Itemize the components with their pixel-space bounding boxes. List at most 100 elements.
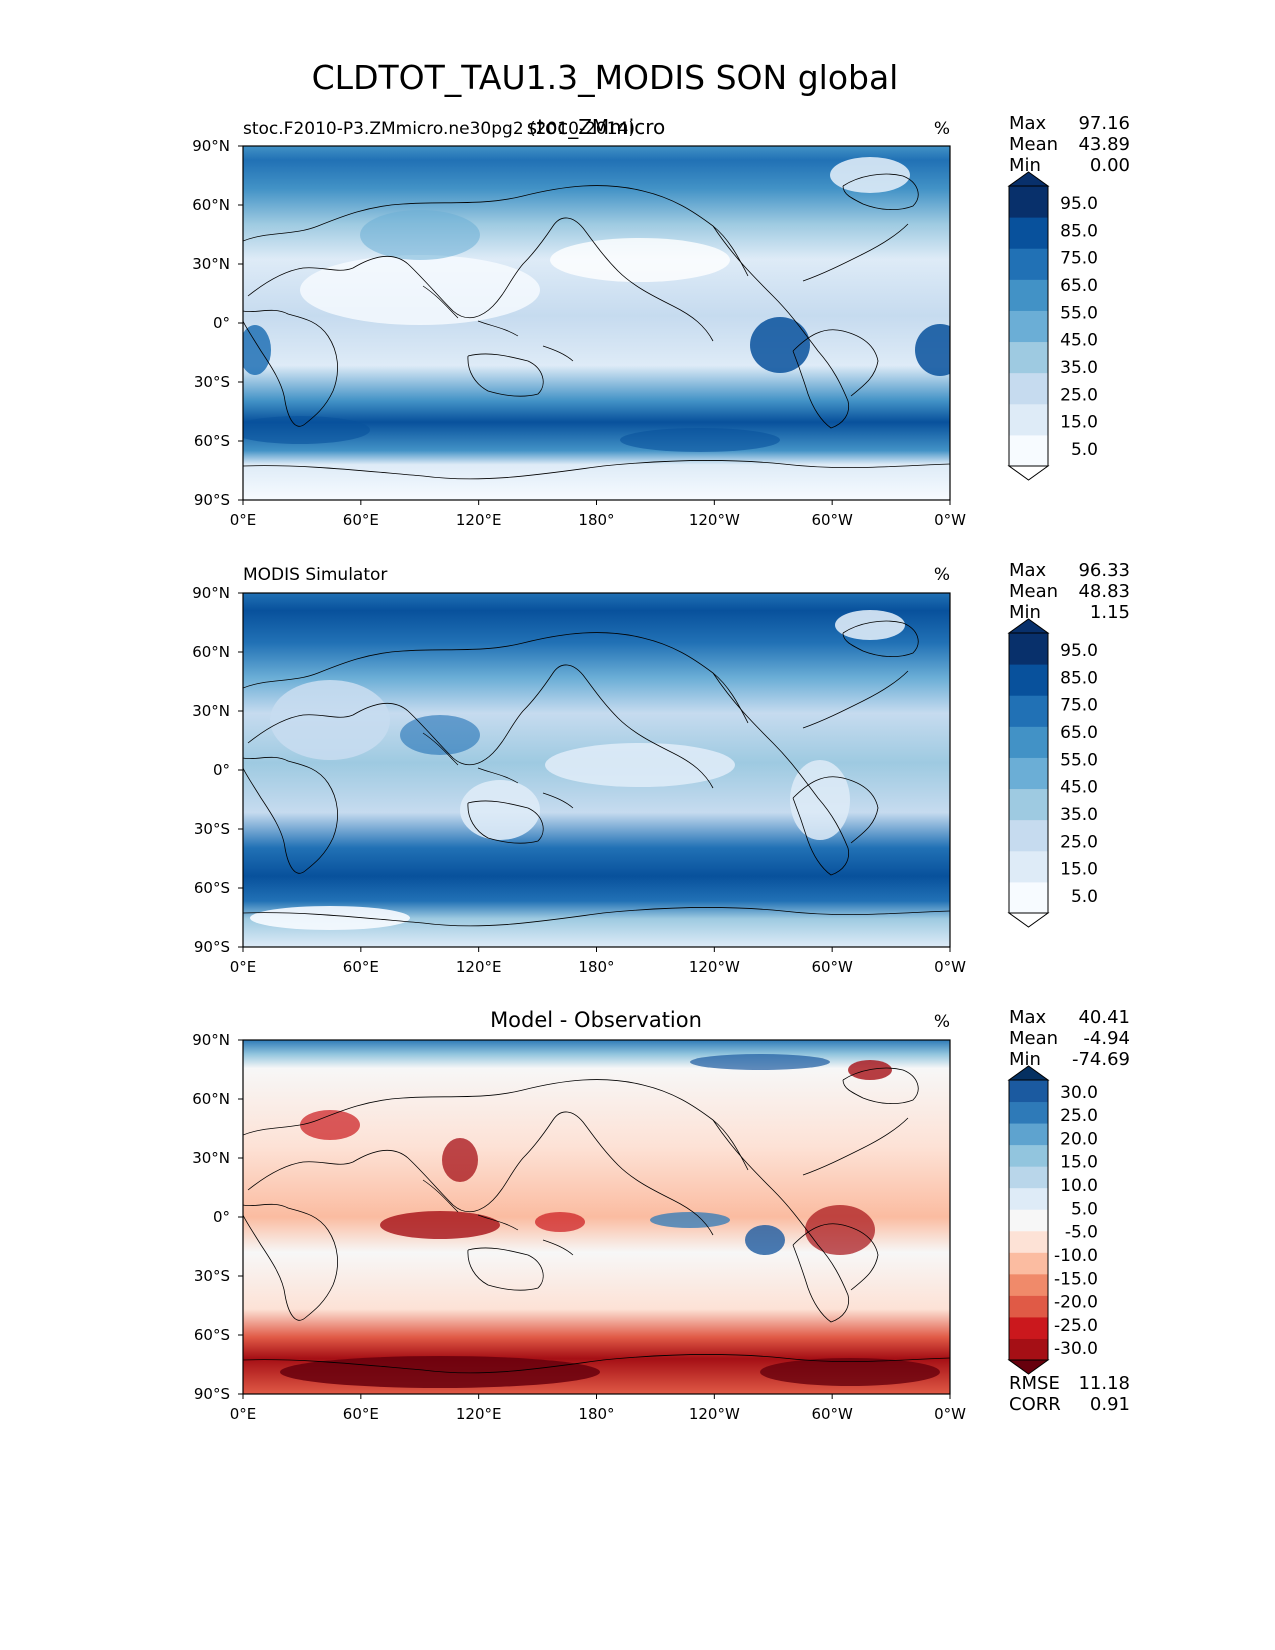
stat-value: 1.15 <box>1090 602 1130 623</box>
stat-value: 97.16 <box>1078 113 1130 134</box>
x-tick-label: 60°W <box>811 958 853 976</box>
colorbar-segment <box>1009 1316 1048 1339</box>
colorbar-segment <box>1009 279 1048 311</box>
colorbar-segment <box>1009 1295 1048 1318</box>
y-tick-label: 60°S <box>194 879 230 897</box>
stat-label: Max <box>1009 113 1047 134</box>
colorbar-segment <box>1009 341 1048 374</box>
y-tick-label: 0° <box>213 761 230 779</box>
colorbar-segment <box>1009 217 1048 249</box>
y-tick-label: 60°N <box>192 1090 230 1108</box>
y-tick-label: 30°N <box>192 1149 230 1167</box>
colorbar-tick-label: 5.0 <box>1071 887 1098 907</box>
stat-label: Min <box>1009 1049 1041 1070</box>
y-tick-label: 0° <box>213 1208 230 1226</box>
colorbar-tick-label: 95.0 <box>1060 641 1098 661</box>
y-tick-label: 30°N <box>192 702 230 720</box>
panel-model: stoc.F2010-P3.ZMmicro.ne30pg2 (2010-2014… <box>242 115 951 501</box>
colorbar-tick-label: 10.0 <box>1060 1176 1098 1196</box>
panel-3-units: % <box>934 1012 950 1032</box>
colorbar-segment <box>1009 1338 1048 1361</box>
y-tick-label: 60°N <box>192 643 230 661</box>
stat-label: Min <box>1009 602 1041 623</box>
y-tick-label: 30°N <box>192 255 230 273</box>
y-tick-label: 60°S <box>194 432 230 450</box>
colorbar-segment <box>1009 788 1048 821</box>
x-tick-label: 60°W <box>811 1405 853 1423</box>
panel-1-left-title: stoc.F2010-P3.ZMmicro.ne30pg2 (2010-2014… <box>243 119 635 139</box>
colorbar-tick-label: 5.0 <box>1071 1199 1098 1219</box>
colorbar-segment <box>1009 1252 1048 1275</box>
x-tick-label: 0°W <box>934 511 966 529</box>
axes-and-colorbars: 0°E 60°E 120°E 180° 120°W 60°W 0°W 90°N 60°N 30°N… <box>192 113 1130 1423</box>
panel-obs: MODIS Simulator % <box>242 565 951 948</box>
x-tick-label: 120°E <box>456 958 502 976</box>
extra-stat-value: 0.91 <box>1090 1394 1130 1415</box>
colorbar-segment <box>1009 1123 1048 1146</box>
colorbar-tick-label: 45.0 <box>1060 778 1098 798</box>
stat-label: Mean <box>1009 134 1058 155</box>
colorbar-tick-label: 95.0 <box>1060 194 1098 214</box>
x-tick-label: 120°W <box>689 958 740 976</box>
extra-stat-value: 11.18 <box>1078 1373 1130 1394</box>
x-tick-label: 60°E <box>343 958 379 976</box>
stat-value: 0.00 <box>1090 155 1130 176</box>
colorbar-segment <box>1009 1166 1048 1189</box>
colorbar-tick-label: 75.0 <box>1060 696 1098 716</box>
stat-label: Min <box>1009 155 1041 176</box>
x-tick-label: 180° <box>578 958 614 976</box>
colorbar-frame <box>1008 1079 1049 1361</box>
colorbar-tick-label: -10.0 <box>1054 1246 1098 1266</box>
y-tick-label: 30°S <box>194 820 230 838</box>
colorbar-segment <box>1009 248 1048 280</box>
colorbar-tick-label: 85.0 <box>1060 221 1098 241</box>
colorbar-segment <box>1009 819 1048 852</box>
stat-value: 40.41 <box>1078 1007 1130 1028</box>
stat-label: Mean <box>1009 581 1058 602</box>
y-tick-label: 90°S <box>194 1385 230 1403</box>
y-tick-label: 90°N <box>192 584 230 602</box>
colorbar-segment <box>1009 757 1048 790</box>
colorbar-segment <box>1009 1187 1048 1210</box>
colorbar-frame <box>1008 632 1049 914</box>
colorbar-tick-label: -25.0 <box>1054 1316 1098 1336</box>
colorbar-tick-label: 55.0 <box>1060 750 1098 770</box>
y-tick-label: 30°S <box>194 373 230 391</box>
colorbar-tick-label: 25.0 <box>1060 832 1098 852</box>
colorbar-segment <box>1009 1273 1048 1296</box>
colorbar-segment <box>1009 726 1048 758</box>
colorbar-segment <box>1009 1080 1048 1103</box>
colorbar-under-extend <box>1007 912 1050 928</box>
colorbar-segment <box>1009 664 1048 696</box>
colorbar-tick-label: -20.0 <box>1054 1293 1098 1313</box>
colorbar-frame <box>1008 185 1049 467</box>
stat-value: 43.89 <box>1078 134 1130 155</box>
panel-1-center-title: stoc_ZMmicro <box>527 115 666 139</box>
y-tick-label: 90°S <box>194 491 230 509</box>
colorbar-tick-label: -15.0 <box>1054 1269 1098 1289</box>
colorbar-tick-label: -30.0 <box>1054 1339 1098 1359</box>
colorbar-tick-label: 15.0 <box>1060 413 1098 433</box>
x-tick-label: 0°W <box>934 958 966 976</box>
stat-label: Max <box>1009 1007 1047 1028</box>
colorbar-tick-label: 65.0 <box>1060 276 1098 296</box>
colorbar-segment <box>1009 1144 1048 1167</box>
panel-diff: Model - Observation % <box>242 1008 951 1395</box>
colorbar-segment <box>1009 695 1048 727</box>
colorbar-segment <box>1009 1209 1048 1232</box>
colorbar-tick-label: 5.0 <box>1071 440 1098 460</box>
x-tick-label: 120°E <box>456 1405 502 1423</box>
colorbar-segment <box>1009 633 1048 665</box>
y-tick-label: 0° <box>213 314 230 332</box>
colorbar-tick-label: -5.0 <box>1065 1223 1098 1243</box>
colorbar-tick-label: 15.0 <box>1060 860 1098 880</box>
x-tick-label: 0°E <box>230 958 257 976</box>
colorbar-tick-label: 25.0 <box>1060 1106 1098 1126</box>
x-tick-label: 0°E <box>230 511 257 529</box>
panel-1-units: % <box>934 119 950 139</box>
colorbar-tick-label: 25.0 <box>1060 385 1098 405</box>
x-tick-label: 0°E <box>230 1405 257 1423</box>
colorbar-tick-label: 65.0 <box>1060 723 1098 743</box>
y-tick-label: 60°N <box>192 196 230 214</box>
